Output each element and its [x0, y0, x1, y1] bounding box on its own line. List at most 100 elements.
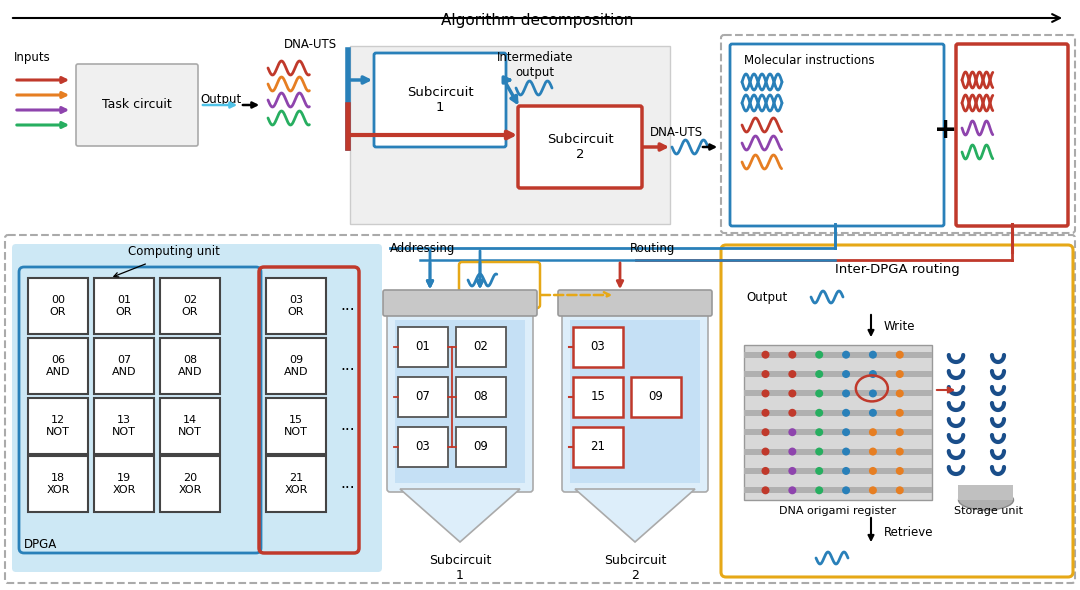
FancyBboxPatch shape: [956, 44, 1068, 226]
Ellipse shape: [815, 448, 823, 455]
Ellipse shape: [869, 486, 877, 494]
Ellipse shape: [895, 409, 904, 417]
Ellipse shape: [895, 370, 904, 378]
Text: 03
OR: 03 OR: [287, 295, 305, 317]
Text: Computing unit: Computing unit: [129, 245, 220, 258]
Bar: [399, 427, 448, 467]
Ellipse shape: [761, 350, 769, 359]
Ellipse shape: [895, 428, 904, 436]
Text: Subcircuit
2: Subcircuit 2: [604, 554, 666, 582]
Bar: [744, 410, 932, 416]
Bar: [456, 327, 507, 367]
Bar: [744, 487, 932, 493]
Bar: [266, 398, 326, 454]
Bar: [456, 427, 507, 467]
Ellipse shape: [869, 370, 877, 378]
Text: +: +: [934, 116, 958, 144]
Ellipse shape: [895, 467, 904, 475]
Ellipse shape: [895, 389, 904, 398]
Ellipse shape: [788, 448, 796, 455]
Bar: [350, 46, 670, 224]
Ellipse shape: [761, 467, 769, 475]
Ellipse shape: [842, 486, 850, 494]
Text: 03: 03: [591, 340, 606, 353]
Text: 20
XOR: 20 XOR: [178, 473, 202, 495]
Text: Output: Output: [200, 93, 241, 106]
Text: Subcircuit
2: Subcircuit 2: [546, 133, 613, 161]
Ellipse shape: [761, 389, 769, 398]
Ellipse shape: [842, 448, 850, 455]
Bar: [28, 338, 87, 394]
Bar: [395, 320, 525, 483]
Text: Subcircuit
1: Subcircuit 1: [429, 554, 491, 582]
Bar: [160, 338, 220, 394]
Text: 14
NOT: 14 NOT: [178, 415, 202, 437]
Bar: [573, 427, 623, 467]
Text: Inter-DPGA routing: Inter-DPGA routing: [835, 264, 959, 277]
Bar: [570, 320, 700, 483]
Text: 01: 01: [416, 340, 431, 353]
FancyBboxPatch shape: [387, 311, 534, 492]
Bar: [266, 278, 326, 334]
FancyBboxPatch shape: [5, 235, 1075, 583]
Text: ...: ...: [340, 477, 354, 491]
FancyBboxPatch shape: [730, 44, 944, 226]
Bar: [266, 456, 326, 512]
Ellipse shape: [788, 467, 796, 475]
Text: 15: 15: [591, 391, 606, 404]
Bar: [744, 371, 932, 377]
Bar: [28, 398, 87, 454]
Ellipse shape: [788, 409, 796, 417]
Polygon shape: [575, 489, 696, 542]
Text: 12
NOT: 12 NOT: [46, 415, 70, 437]
Text: 09: 09: [649, 391, 663, 404]
Text: 09: 09: [473, 441, 488, 454]
Text: Algorithm decomposition: Algorithm decomposition: [441, 13, 633, 28]
FancyBboxPatch shape: [721, 35, 1075, 233]
Text: 21
XOR: 21 XOR: [284, 473, 308, 495]
Bar: [631, 377, 681, 417]
Bar: [744, 468, 932, 474]
Bar: [94, 456, 154, 512]
Text: ...: ...: [340, 359, 354, 373]
Bar: [28, 456, 87, 512]
Text: Retrieve: Retrieve: [885, 526, 933, 539]
Text: Output: Output: [746, 290, 787, 303]
Ellipse shape: [761, 370, 769, 378]
Ellipse shape: [761, 428, 769, 436]
Bar: [160, 456, 220, 512]
Text: DNA-UTS: DNA-UTS: [650, 126, 703, 139]
Ellipse shape: [842, 370, 850, 378]
Ellipse shape: [895, 486, 904, 494]
FancyBboxPatch shape: [459, 262, 540, 308]
Text: DNA-UTS: DNA-UTS: [283, 38, 337, 51]
Ellipse shape: [869, 389, 877, 398]
Bar: [94, 398, 154, 454]
Text: Task circuit: Task circuit: [103, 99, 172, 112]
Text: Inputs: Inputs: [14, 51, 51, 64]
Bar: [744, 448, 932, 454]
Bar: [160, 278, 220, 334]
Text: 03: 03: [416, 441, 430, 454]
Text: Storage unit: Storage unit: [954, 506, 1023, 516]
Ellipse shape: [815, 350, 823, 359]
Ellipse shape: [869, 428, 877, 436]
Ellipse shape: [895, 448, 904, 455]
Polygon shape: [400, 489, 519, 542]
Text: 19
XOR: 19 XOR: [112, 473, 136, 495]
Ellipse shape: [869, 409, 877, 417]
Bar: [744, 391, 932, 396]
Bar: [94, 338, 154, 394]
Bar: [456, 377, 507, 417]
Bar: [94, 278, 154, 334]
Bar: [573, 327, 623, 367]
Text: 13
NOT: 13 NOT: [112, 415, 136, 437]
Ellipse shape: [869, 350, 877, 359]
Text: 07
AND: 07 AND: [111, 355, 136, 377]
Text: 02: 02: [473, 340, 488, 353]
Ellipse shape: [788, 389, 796, 398]
Text: 02
OR: 02 OR: [181, 295, 199, 317]
Ellipse shape: [959, 490, 1013, 510]
Text: 00
OR: 00 OR: [50, 295, 66, 317]
Text: Intermediate
output: Intermediate output: [497, 51, 573, 79]
